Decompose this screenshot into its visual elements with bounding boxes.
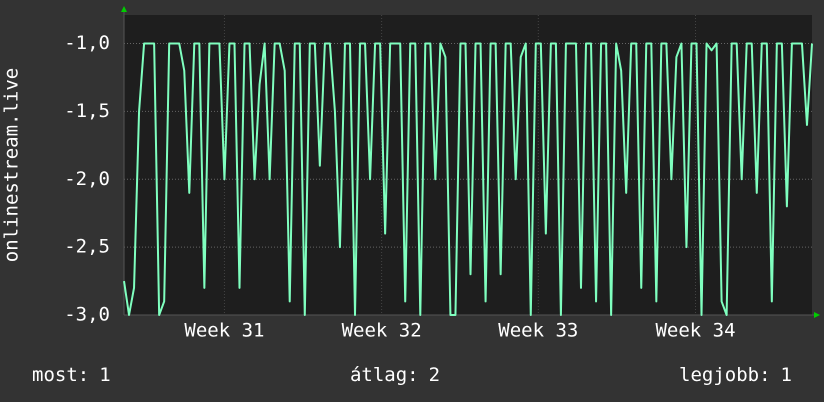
legend: most: 1 átlag: 2 legjobb: 1 xyxy=(32,364,792,386)
legend-value: 2 xyxy=(429,364,440,386)
legend-value: 1 xyxy=(781,364,792,386)
legend-label: átlag: xyxy=(350,364,419,386)
arrow xyxy=(814,312,820,318)
x-tick-label: Week 34 xyxy=(655,320,735,342)
legend-entry: legjobb: 1 xyxy=(679,364,792,386)
legend-entry: átlag: 2 xyxy=(350,364,440,386)
x-tick-label: Week 31 xyxy=(184,320,264,342)
legend-entry: most: 1 xyxy=(32,364,111,386)
y-axis-label: onlinestream.live xyxy=(1,68,23,262)
legend-label: most: xyxy=(32,364,89,386)
legend-label: legjobb: xyxy=(679,364,771,386)
x-tick-label: Week 32 xyxy=(342,320,422,342)
y-tick-label: -1,5 xyxy=(64,100,110,122)
x-tick-label: Week 33 xyxy=(498,320,578,342)
legend-value: 1 xyxy=(99,364,110,386)
data-line xyxy=(123,42,813,316)
arrow xyxy=(121,6,127,12)
y-tick-label: -2,5 xyxy=(64,236,110,258)
y-tick-label: -3,0 xyxy=(64,304,110,326)
y-tick-label: -2,0 xyxy=(64,168,110,190)
y-tick-label: -1,0 xyxy=(64,32,110,54)
